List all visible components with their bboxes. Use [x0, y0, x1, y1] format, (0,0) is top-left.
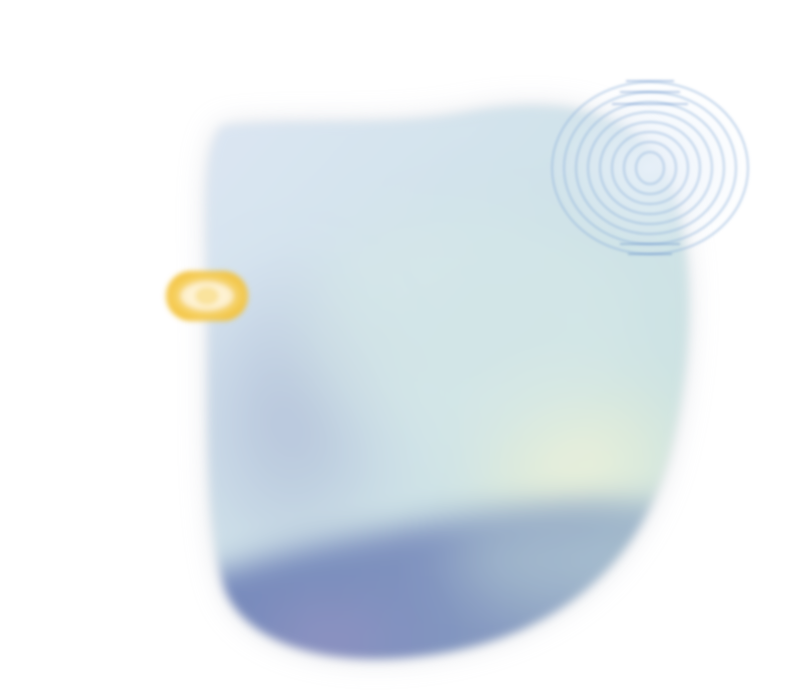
- ripple-ornament: [545, 80, 755, 256]
- main-blob: [206, 106, 689, 659]
- yellow-pill-ornament: [166, 271, 248, 321]
